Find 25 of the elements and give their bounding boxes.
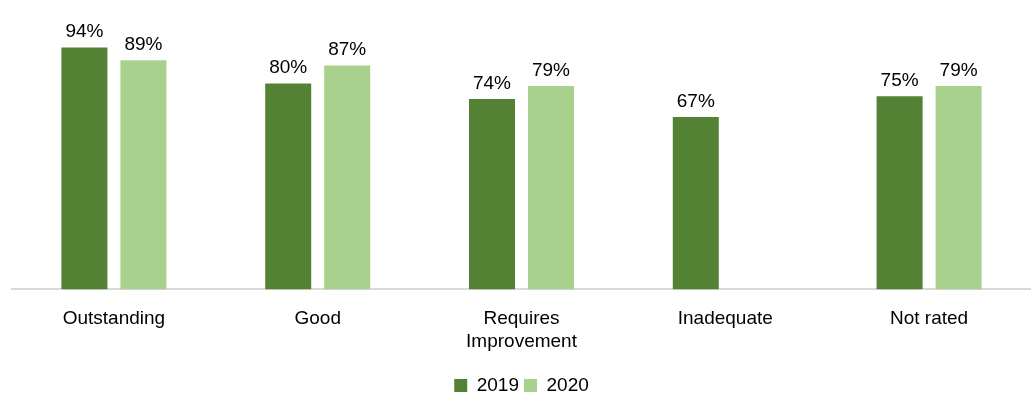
data-label: 79%	[939, 58, 978, 80]
bar	[265, 83, 312, 290]
x-tick-label: Good	[294, 307, 341, 329]
x-tick-label: Inadequate	[677, 307, 773, 329]
legend-label: 2020	[546, 373, 589, 395]
legend-label: 2019	[476, 373, 520, 395]
bar	[120, 60, 167, 290]
data-label: 74%	[472, 71, 512, 93]
bar	[324, 65, 371, 290]
bar	[672, 116, 719, 290]
bar	[876, 96, 923, 290]
x-tick-label: Requires Improvement	[466, 307, 578, 351]
data-label: 87%	[328, 38, 367, 60]
bar	[468, 98, 516, 290]
data-label: 89%	[124, 33, 163, 55]
bar	[61, 47, 108, 290]
data-label: 75%	[880, 69, 919, 91]
data-label: 80%	[269, 56, 308, 78]
data-label: 94%	[65, 20, 104, 42]
x-tick-label: Outstanding	[62, 307, 166, 329]
bar	[527, 86, 575, 290]
bar	[935, 86, 982, 290]
data-label: 67%	[676, 89, 715, 111]
x-tick-label: Not rated	[890, 307, 969, 329]
data-label: 79%	[531, 58, 571, 80]
